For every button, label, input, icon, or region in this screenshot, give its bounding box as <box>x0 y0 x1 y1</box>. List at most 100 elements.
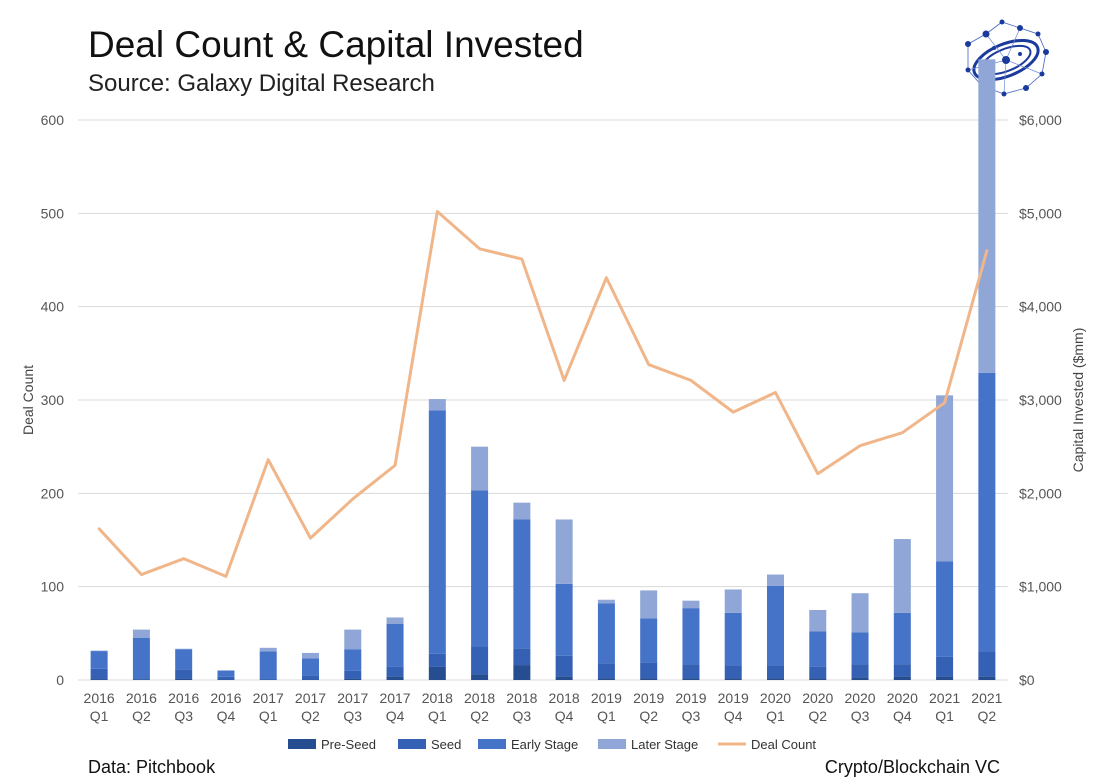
x-tick-quarter: Q4 <box>217 708 236 724</box>
x-tick-year: 2016 <box>168 690 199 706</box>
bar-seed <box>640 662 658 679</box>
x-tick-quarter: Q2 <box>978 708 997 724</box>
x-tick-quarter: Q3 <box>682 708 701 724</box>
x-tick-year: 2020 <box>760 690 791 706</box>
bar-early-stage <box>767 585 784 666</box>
x-tick-year: 2021 <box>971 690 1002 706</box>
bar-later-stage <box>640 590 658 619</box>
x-tick-year: 2016 <box>210 690 241 706</box>
legend-swatch <box>598 739 626 749</box>
x-tick-year: 2016 <box>84 690 115 706</box>
bar-early-stage <box>893 612 911 665</box>
x-tick-quarter: Q1 <box>259 708 278 724</box>
bar-later-stage <box>132 629 150 638</box>
bar-seed <box>386 666 404 677</box>
legend-item-seed: Seed <box>398 737 461 752</box>
bar-seed <box>893 664 911 677</box>
bar-pre-seed <box>682 678 700 680</box>
bar-seed <box>682 664 700 679</box>
x-tick-year: 2017 <box>379 690 410 706</box>
left-axis-ticks: 0 100 200 300 400 500 600 <box>41 112 65 688</box>
legend-label: Later Stage <box>631 737 698 752</box>
bar-seed <box>978 652 996 677</box>
bar-early-stage <box>344 649 362 671</box>
bar-early-stage <box>724 612 742 666</box>
legend-label: Deal Count <box>751 737 816 752</box>
bar-later-stage <box>555 519 573 584</box>
bar-early-stage <box>217 670 235 677</box>
right-tick-label: $2,000 <box>1019 485 1062 501</box>
data-source-note: Data: Pitchbook <box>88 757 216 777</box>
bar-pre-seed <box>90 679 108 680</box>
legend-swatch <box>288 739 316 749</box>
bar-pre-seed <box>344 678 362 680</box>
bar-early-stage <box>175 649 193 670</box>
bar-early-stage <box>597 603 615 664</box>
x-tick-quarter: Q1 <box>90 708 109 724</box>
bar-seed <box>90 668 108 680</box>
bar-early-stage <box>259 651 277 680</box>
bar-seed <box>175 669 193 679</box>
deal-count-line <box>97 209 989 578</box>
bar-later-stage <box>936 395 954 562</box>
left-tick-label: 500 <box>41 205 65 221</box>
legend-swatch <box>398 739 426 749</box>
x-tick-year: 2018 <box>422 690 453 706</box>
deal-count-series-line <box>97 209 989 578</box>
bar-early-stage <box>682 608 700 665</box>
bar-seed <box>597 663 615 679</box>
bar-seed <box>513 648 531 666</box>
left-tick-label: 400 <box>41 299 65 315</box>
legend-item-later-stage: Later Stage <box>598 737 698 752</box>
bar-later-stage <box>767 574 784 586</box>
bar-early-stage <box>640 618 658 663</box>
bar-early-stage <box>978 372 996 652</box>
right-tick-label: $3,000 <box>1019 392 1062 408</box>
left-axis-label: Deal Count <box>20 365 36 435</box>
bar-early-stage <box>471 490 489 647</box>
bar-early-stage <box>851 632 869 665</box>
bar-seed <box>936 656 954 677</box>
gridlines <box>78 119 1008 681</box>
x-tick-quarter: Q2 <box>301 708 320 724</box>
bar-seed <box>767 666 784 679</box>
bar-later-stage <box>471 446 489 491</box>
bar-pre-seed <box>936 676 954 680</box>
left-tick-label: 0 <box>56 672 64 688</box>
x-tick-year: 2019 <box>718 690 749 706</box>
right-tick-label: $4,000 <box>1019 299 1062 315</box>
bar-early-stage <box>386 624 404 667</box>
bar-early-stage <box>302 658 319 676</box>
chart-legend: Pre-Seed Seed Early Stage Later Stage Deal C… <box>288 737 816 752</box>
x-tick-quarter: Q1 <box>935 708 954 724</box>
bar-later-stage <box>682 600 700 609</box>
bar-later-stage <box>344 629 362 650</box>
bar-early-stage <box>555 583 573 656</box>
bar-later-stage <box>978 59 996 373</box>
right-axis-label: Capital Invested ($mm) <box>1070 328 1086 473</box>
bar-pre-seed <box>640 678 658 680</box>
x-tick-year: 2020 <box>802 690 833 706</box>
x-tick-year: 2018 <box>464 690 495 706</box>
bar-early-stage <box>90 651 108 669</box>
legend-label: Pre-Seed <box>321 737 376 752</box>
x-tick-quarter: Q2 <box>132 708 151 724</box>
x-tick-year: 2020 <box>887 690 918 706</box>
x-tick-quarter: Q4 <box>724 708 743 724</box>
x-tick-quarter: Q2 <box>470 708 489 724</box>
x-tick-quarter: Q4 <box>893 708 912 724</box>
x-tick-year: 2017 <box>337 690 368 706</box>
x-tick-quarter: Q1 <box>766 708 785 724</box>
chart-title: Deal Count & Capital Invested <box>88 24 584 65</box>
x-tick-year: 2019 <box>675 690 706 706</box>
right-tick-label: $1,000 <box>1019 579 1062 595</box>
legend-swatch <box>478 739 506 749</box>
x-tick-quarter: Q3 <box>851 708 870 724</box>
bar-later-stage <box>851 593 869 633</box>
bar-pre-seed <box>471 674 489 680</box>
x-tick-year: 2018 <box>549 690 580 706</box>
bar-early-stage <box>428 410 446 654</box>
bar-pre-seed <box>767 678 784 680</box>
x-tick-quarter: Q4 <box>386 708 405 724</box>
